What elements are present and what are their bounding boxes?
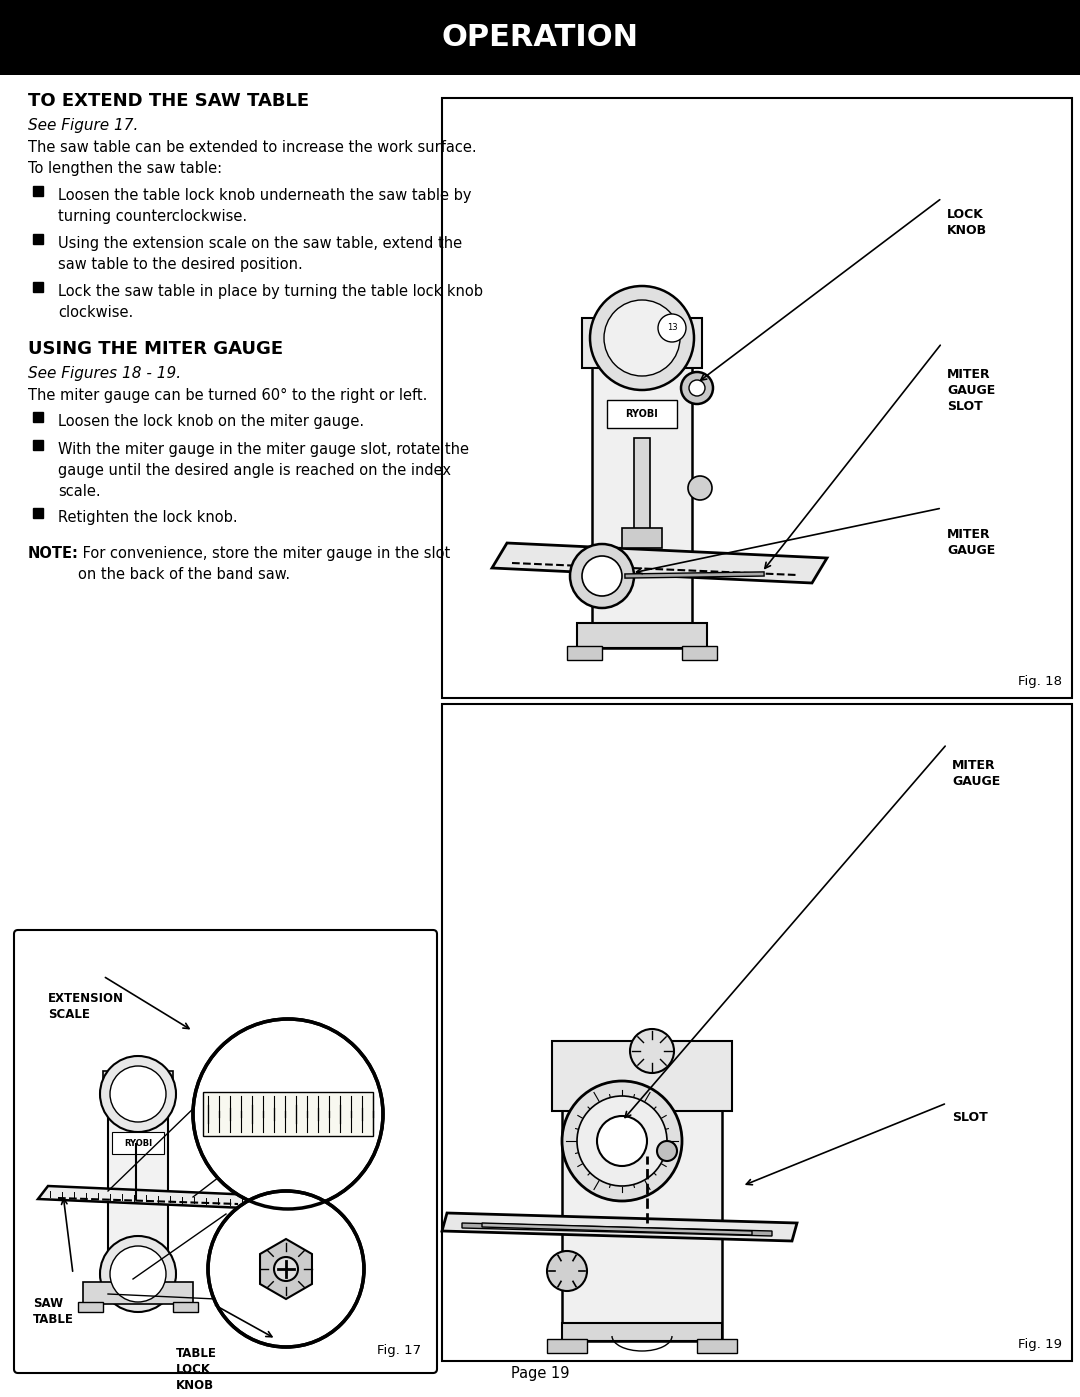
Polygon shape [38, 1186, 278, 1208]
Polygon shape [260, 1239, 312, 1299]
Circle shape [604, 300, 680, 376]
Text: USING THE MITER GAUGE: USING THE MITER GAUGE [28, 339, 283, 358]
Text: Fig. 17: Fig. 17 [377, 1344, 421, 1356]
Bar [173, 1302, 198, 1312]
Bar [577, 623, 707, 648]
Text: Retighten the lock knob.: Retighten the lock knob. [58, 510, 238, 525]
Text: OPERATION: OPERATION [442, 24, 638, 53]
Bar [78, 1302, 103, 1312]
Bar [592, 328, 692, 648]
Circle shape [100, 1236, 176, 1312]
Circle shape [658, 314, 686, 342]
Bar [0, 0, 1080, 75]
Circle shape [688, 476, 712, 500]
Text: Using the extension scale on the saw table, extend the
saw table to the desired : Using the extension scale on the saw tab… [58, 236, 462, 272]
Bar [203, 1092, 373, 1136]
Text: Lock the saw table in place by turning the table lock knob
clockwise.: Lock the saw table in place by turning t… [58, 284, 483, 320]
Bar [103, 1071, 173, 1090]
Circle shape [100, 1056, 176, 1132]
Text: Fig. 19: Fig. 19 [1018, 1338, 1062, 1351]
Text: 13: 13 [666, 324, 677, 332]
Circle shape [193, 1018, 383, 1208]
Circle shape [681, 372, 713, 404]
Bar [442, 704, 1072, 1361]
Circle shape [570, 543, 634, 608]
Bar [567, 645, 602, 659]
Text: MITER
GAUGE: MITER GAUGE [951, 759, 1000, 788]
Circle shape [582, 556, 622, 597]
Text: See Figure 17.: See Figure 17. [28, 117, 138, 133]
Circle shape [657, 1141, 677, 1161]
Text: For convenience, store the miter gauge in the slot
on the back of the band saw.: For convenience, store the miter gauge i… [78, 546, 450, 583]
Polygon shape [462, 1222, 772, 1236]
Text: Loosen the lock knob on the miter gauge.: Loosen the lock knob on the miter gauge. [58, 414, 364, 429]
Bar [112, 1132, 164, 1154]
Circle shape [110, 1066, 166, 1122]
Text: RYOBI: RYOBI [124, 1139, 152, 1147]
Text: LOCK
KNOB: LOCK KNOB [947, 208, 987, 237]
Text: SAW
TABLE: SAW TABLE [33, 1296, 73, 1326]
Circle shape [597, 1116, 647, 1166]
Text: Fig. 18: Fig. 18 [1018, 675, 1062, 687]
Bar [83, 1282, 193, 1303]
Bar [562, 1051, 723, 1341]
Bar [582, 319, 702, 367]
Bar [607, 400, 677, 427]
Text: TABLE
LOCK
KNOB: TABLE LOCK KNOB [176, 1347, 217, 1391]
Circle shape [562, 1081, 681, 1201]
Text: Loosen the table lock knob underneath the saw table by
turning counterclockwise.: Loosen the table lock knob underneath th… [58, 189, 472, 224]
FancyBboxPatch shape [14, 930, 437, 1373]
Circle shape [590, 286, 694, 390]
Text: RYOBI: RYOBI [625, 409, 659, 419]
Bar [697, 1338, 737, 1354]
Circle shape [208, 1192, 364, 1347]
Text: MITER
GAUGE: MITER GAUGE [947, 528, 996, 557]
Text: With the miter gauge in the miter gauge slot, rotate the
gauge until the desired: With the miter gauge in the miter gauge … [58, 441, 469, 499]
Circle shape [546, 1250, 588, 1291]
Text: The miter gauge can be turned 60° to the right or left.: The miter gauge can be turned 60° to the… [28, 388, 428, 402]
Circle shape [630, 1030, 674, 1073]
Text: EXTENSION
SCALE: EXTENSION SCALE [48, 992, 124, 1021]
Text: The saw table can be extended to increase the work surface.
To lengthen the saw : The saw table can be extended to increas… [28, 140, 476, 176]
Bar [622, 528, 662, 548]
Bar [108, 1084, 168, 1284]
Bar [546, 1338, 588, 1354]
Bar [562, 1323, 723, 1341]
Circle shape [577, 1097, 667, 1186]
Circle shape [110, 1246, 166, 1302]
Bar [681, 645, 717, 659]
Polygon shape [492, 543, 827, 583]
Text: SLOT: SLOT [951, 1111, 988, 1125]
Circle shape [689, 380, 705, 395]
Circle shape [274, 1257, 298, 1281]
Polygon shape [482, 1222, 752, 1235]
Bar [634, 439, 650, 538]
Polygon shape [442, 1213, 797, 1241]
Bar [552, 1041, 732, 1111]
Text: See Figures 18 - 19.: See Figures 18 - 19. [28, 366, 181, 381]
Bar [442, 98, 1072, 698]
Text: Page 19: Page 19 [511, 1366, 569, 1382]
Text: MITER
GAUGE
SLOT: MITER GAUGE SLOT [947, 367, 996, 414]
Text: TO EXTEND THE SAW TABLE: TO EXTEND THE SAW TABLE [28, 92, 309, 110]
Text: NOTE:: NOTE: [28, 546, 79, 562]
